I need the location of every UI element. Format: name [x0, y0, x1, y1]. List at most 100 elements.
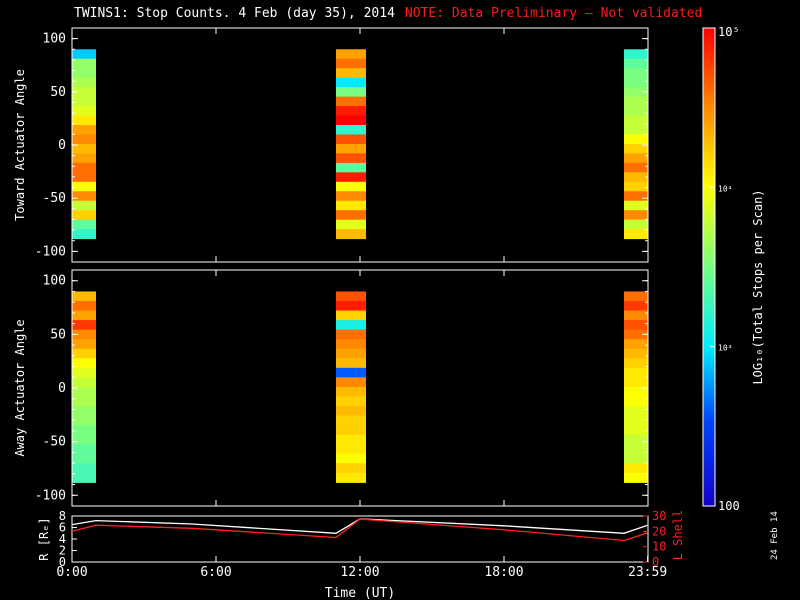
toward-cell — [336, 162, 366, 173]
toward-cell — [624, 143, 648, 154]
orbit-ytick-right-label: 20 — [652, 524, 666, 538]
orbit-ytick-label: 8 — [59, 509, 66, 523]
away-cell — [624, 377, 648, 388]
away-cell — [336, 301, 366, 312]
toward-ytick-label: 0 — [58, 138, 66, 153]
away-cell — [624, 444, 648, 455]
toward-cell — [336, 200, 366, 211]
toward-cell — [72, 125, 96, 135]
orbit-ytick-label: 0 — [59, 555, 66, 569]
away-cell — [72, 434, 96, 445]
colorbar-tick-label: 10⁵ — [718, 25, 740, 39]
away-cell — [72, 396, 96, 407]
toward-cell — [624, 77, 648, 88]
away-cell — [624, 329, 648, 340]
away-cell — [72, 444, 96, 455]
toward-cell — [336, 115, 366, 126]
toward-cell — [624, 68, 648, 79]
away-cell — [624, 301, 648, 312]
colorbar-tick-label: 100 — [718, 499, 740, 513]
away-cell — [624, 425, 648, 436]
away-cell — [336, 339, 366, 350]
away-ytick-label: 50 — [50, 327, 66, 342]
toward-cell — [624, 87, 648, 98]
away-cell — [336, 310, 366, 321]
away-cell — [336, 415, 366, 426]
away-cell — [336, 329, 366, 340]
orbit-ytick-label: 6 — [59, 521, 66, 535]
toward-cell — [72, 49, 96, 60]
away-cell — [72, 329, 96, 340]
toward-cell — [336, 153, 366, 164]
away-cell — [72, 348, 96, 359]
away-cell — [624, 434, 648, 445]
toward-cell — [72, 77, 96, 88]
toward-ytick-label: 50 — [50, 85, 66, 100]
toward-panel: 100 50 0 -50 -100 Toward Actuator Angle — [13, 27, 649, 263]
away-cell — [72, 320, 96, 331]
orbit-xtick-label: 18:00 — [484, 565, 523, 580]
toward-cell — [72, 96, 96, 107]
toward-cell — [624, 191, 648, 202]
toward-ylabel: Toward Actuator Angle — [13, 69, 27, 221]
toward-cell — [72, 87, 96, 98]
away-cell — [72, 386, 96, 397]
toward-cell — [336, 172, 366, 183]
away-cell — [624, 367, 648, 378]
toward-cell — [624, 106, 648, 117]
toward-cell — [624, 49, 648, 60]
toward-ytick-label: 100 — [43, 32, 66, 47]
away-ylabel: Away Actuator Angle — [13, 319, 27, 456]
away-cell — [336, 320, 366, 331]
toward-cell — [336, 96, 366, 107]
away-cell — [624, 406, 648, 417]
toward-cell — [336, 106, 366, 117]
toward-cell — [336, 68, 366, 79]
away-cell — [336, 463, 366, 474]
away-cell — [336, 425, 366, 436]
toward-cell — [624, 96, 648, 107]
toward-cell — [624, 229, 648, 240]
toward-cell — [72, 181, 96, 192]
away-cell — [624, 415, 648, 426]
chart-title: TWINS1: Stop Counts. 4 Feb (day 35), 201… — [74, 6, 702, 21]
colorbar: 10⁵ 10⁴ 10³ 100 LOG₁₀(Total Stops per Scan) — [702, 25, 765, 513]
toward-cell — [72, 210, 96, 221]
away-cell — [624, 320, 648, 331]
away-cell — [624, 348, 648, 359]
away-ytick-label: 100 — [43, 274, 66, 289]
toward-ytick-label: -100 — [35, 244, 66, 259]
away-cell — [624, 453, 648, 464]
toward-cell — [624, 115, 648, 126]
toward-ytick-label: -50 — [43, 191, 66, 206]
toward-cell — [72, 153, 96, 164]
away-panel: 100 50 0 -50 -100 Away Actuator Angle — [13, 269, 649, 507]
toward-cell — [72, 200, 96, 211]
orbit-ytick-right-label: 10 — [652, 540, 666, 554]
toward-cell — [624, 219, 648, 230]
away-cell — [624, 358, 648, 369]
away-cell — [72, 425, 96, 436]
away-cell — [336, 367, 366, 378]
away-cell — [72, 377, 96, 388]
colorbar-scale — [702, 27, 716, 507]
lshell-series-line — [71, 518, 648, 542]
away-cell — [72, 301, 96, 312]
toward-cell — [336, 143, 366, 154]
orbit-ytick-right-label: 0 — [652, 555, 659, 569]
away-cell — [624, 310, 648, 321]
away-cell — [336, 472, 366, 483]
away-cell — [72, 472, 96, 483]
toward-cell — [624, 153, 648, 164]
away-cell — [336, 453, 366, 464]
toward-cell — [72, 68, 96, 79]
toward-cell — [72, 219, 96, 230]
away-cell — [624, 291, 648, 302]
preliminary-note: NOTE: Data Preliminary – Not validated — [404, 6, 703, 21]
away-cell — [624, 396, 648, 407]
orbit-ytick-label: 2 — [59, 544, 66, 558]
colorbar-tick-label: 10⁴ — [718, 184, 732, 193]
toward-cell — [336, 191, 366, 202]
